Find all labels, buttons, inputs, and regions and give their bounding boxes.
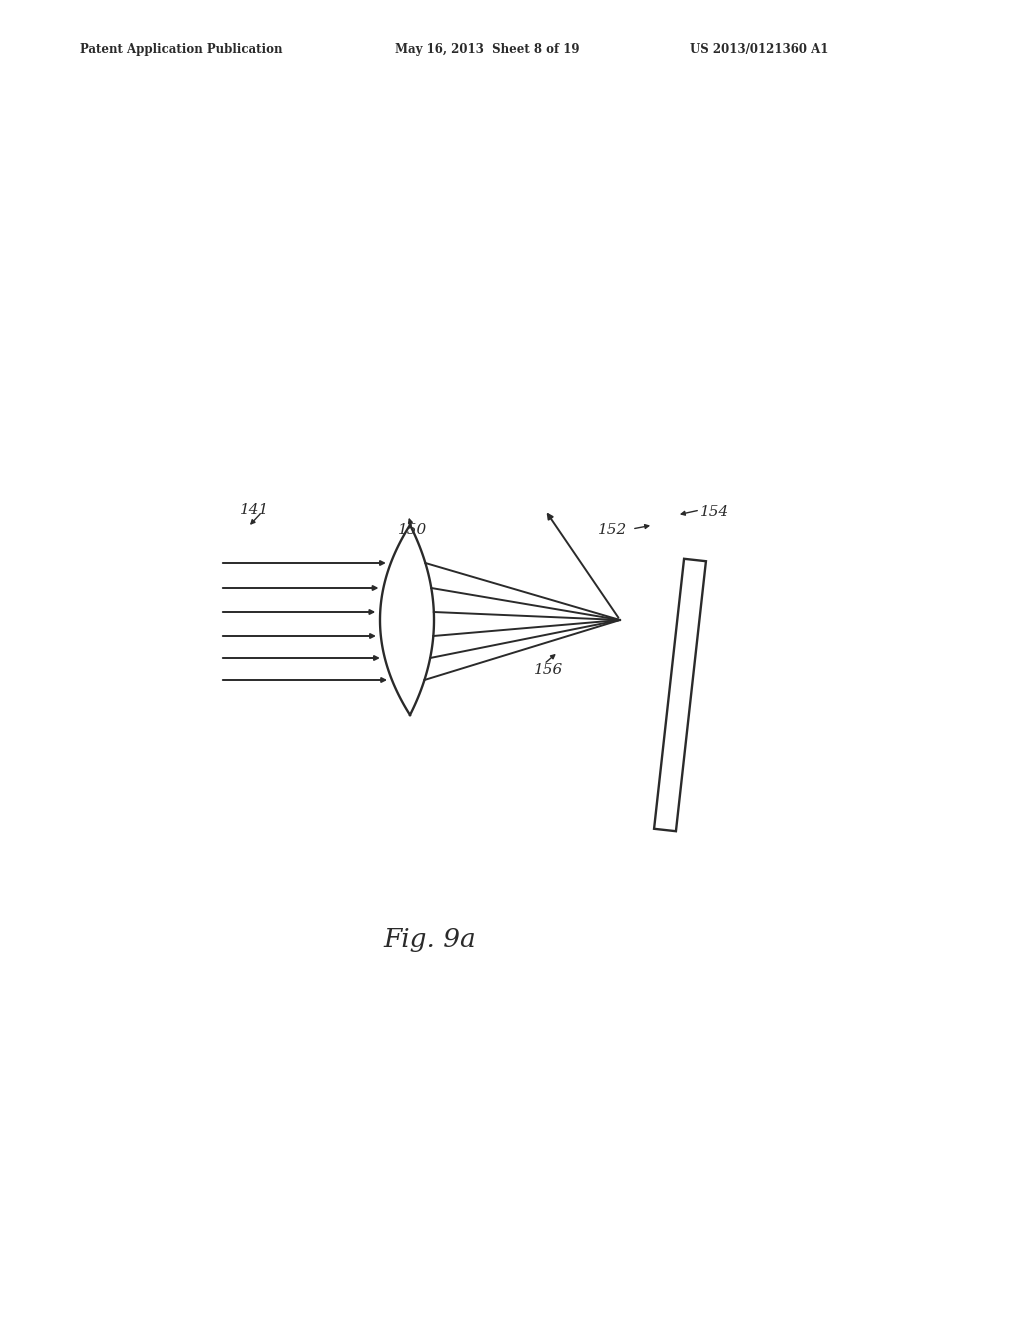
Text: May 16, 2013  Sheet 8 of 19: May 16, 2013 Sheet 8 of 19 bbox=[395, 44, 580, 57]
Text: US 2013/0121360 A1: US 2013/0121360 A1 bbox=[690, 44, 828, 57]
Text: Fig. 9a: Fig. 9a bbox=[384, 928, 476, 953]
Text: 150: 150 bbox=[398, 523, 427, 537]
Text: 152: 152 bbox=[598, 523, 628, 537]
Text: 156: 156 bbox=[534, 663, 563, 677]
Text: Patent Application Publication: Patent Application Publication bbox=[80, 44, 283, 57]
Text: 154: 154 bbox=[700, 506, 729, 519]
Text: 141: 141 bbox=[240, 503, 269, 517]
Polygon shape bbox=[654, 558, 706, 832]
